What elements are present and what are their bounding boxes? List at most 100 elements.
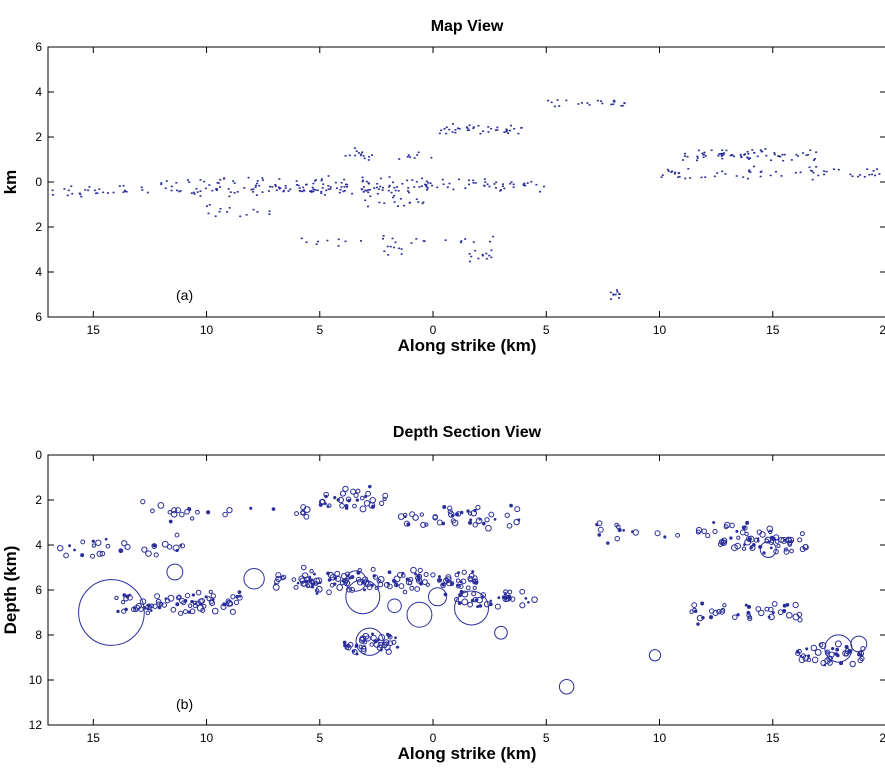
map-view-panel: Map View 15105051015206420246 (a) Along … bbox=[1, 18, 885, 355]
event-point bbox=[796, 648, 802, 654]
event-point bbox=[704, 176, 707, 179]
event-point bbox=[724, 173, 727, 175]
event-point bbox=[696, 157, 699, 159]
event-point bbox=[218, 186, 221, 188]
event-point bbox=[810, 644, 818, 652]
event-point bbox=[729, 536, 733, 540]
event-point bbox=[351, 192, 354, 195]
event-point bbox=[338, 191, 341, 194]
event-point bbox=[287, 190, 290, 192]
event-point bbox=[812, 171, 815, 174]
event-point bbox=[492, 235, 495, 238]
event-point bbox=[399, 198, 402, 200]
event-point bbox=[475, 504, 481, 510]
event-point bbox=[362, 191, 365, 193]
event-point bbox=[486, 183, 489, 185]
event-point bbox=[395, 186, 398, 188]
event-point bbox=[268, 213, 271, 215]
event-point bbox=[710, 149, 713, 152]
event-point bbox=[407, 154, 410, 156]
event-point bbox=[836, 653, 840, 658]
event-point bbox=[327, 188, 330, 191]
event-point bbox=[297, 184, 300, 187]
event-point bbox=[277, 186, 280, 189]
event-point bbox=[298, 187, 301, 189]
event-point bbox=[370, 583, 374, 588]
event-point bbox=[501, 595, 506, 600]
event-point bbox=[327, 578, 332, 582]
event-point bbox=[178, 190, 181, 193]
event-point bbox=[406, 156, 409, 158]
event-point bbox=[52, 194, 55, 196]
event-point bbox=[468, 183, 471, 186]
large-event-circle bbox=[648, 649, 662, 662]
event-point bbox=[466, 509, 470, 513]
event-point bbox=[472, 182, 475, 184]
event-point bbox=[301, 190, 304, 193]
event-point bbox=[697, 149, 700, 152]
event-point bbox=[383, 202, 386, 205]
event-point bbox=[478, 604, 483, 608]
event-point bbox=[823, 170, 826, 172]
map-view-ticks: 15105051015206420246 bbox=[35, 40, 885, 337]
event-point bbox=[391, 237, 394, 240]
event-point bbox=[343, 189, 346, 192]
event-point bbox=[501, 185, 504, 188]
event-point bbox=[748, 537, 752, 542]
large-event-circle bbox=[345, 579, 381, 615]
event-point bbox=[460, 240, 463, 242]
event-point bbox=[717, 541, 724, 547]
event-point bbox=[741, 546, 747, 551]
large-event-circle bbox=[850, 635, 868, 653]
event-point bbox=[507, 589, 513, 595]
event-point bbox=[80, 553, 85, 558]
event-point bbox=[451, 519, 459, 527]
event-point bbox=[776, 543, 781, 548]
event-point bbox=[782, 608, 787, 614]
event-point bbox=[363, 500, 371, 507]
event-point bbox=[424, 522, 429, 527]
event-point bbox=[336, 498, 340, 502]
event-point bbox=[425, 185, 428, 188]
event-point bbox=[600, 100, 603, 102]
event-point bbox=[353, 147, 356, 149]
event-point bbox=[377, 581, 384, 588]
event-point bbox=[121, 540, 128, 547]
event-point bbox=[696, 622, 700, 626]
event-point bbox=[315, 585, 323, 593]
event-point bbox=[467, 511, 473, 516]
event-point bbox=[768, 613, 775, 621]
event-point bbox=[370, 154, 373, 157]
event-point bbox=[764, 148, 767, 150]
event-point bbox=[305, 583, 311, 589]
event-point bbox=[424, 183, 427, 186]
event-point bbox=[677, 176, 680, 178]
event-point bbox=[458, 583, 464, 589]
event-point bbox=[496, 126, 499, 129]
event-point bbox=[188, 181, 191, 183]
event-point bbox=[474, 182, 477, 184]
event-point bbox=[256, 211, 259, 213]
event-point bbox=[769, 535, 774, 540]
event-point bbox=[362, 186, 365, 188]
event-point bbox=[105, 543, 111, 549]
event-point bbox=[153, 552, 159, 558]
event-point bbox=[739, 153, 742, 156]
event-point bbox=[457, 601, 462, 606]
event-point bbox=[777, 155, 780, 157]
event-point bbox=[401, 182, 404, 185]
event-point bbox=[313, 581, 319, 586]
event-point bbox=[261, 179, 264, 181]
event-point bbox=[671, 170, 674, 173]
depth-section-ytick-label: 4 bbox=[35, 538, 42, 552]
event-point bbox=[145, 610, 151, 616]
event-point bbox=[459, 241, 462, 244]
event-point bbox=[345, 644, 352, 651]
event-point bbox=[480, 592, 487, 598]
event-point bbox=[296, 581, 300, 585]
event-point bbox=[666, 168, 669, 171]
event-point bbox=[367, 182, 370, 184]
event-point bbox=[832, 168, 835, 170]
event-point bbox=[689, 177, 692, 179]
event-point bbox=[93, 189, 96, 192]
